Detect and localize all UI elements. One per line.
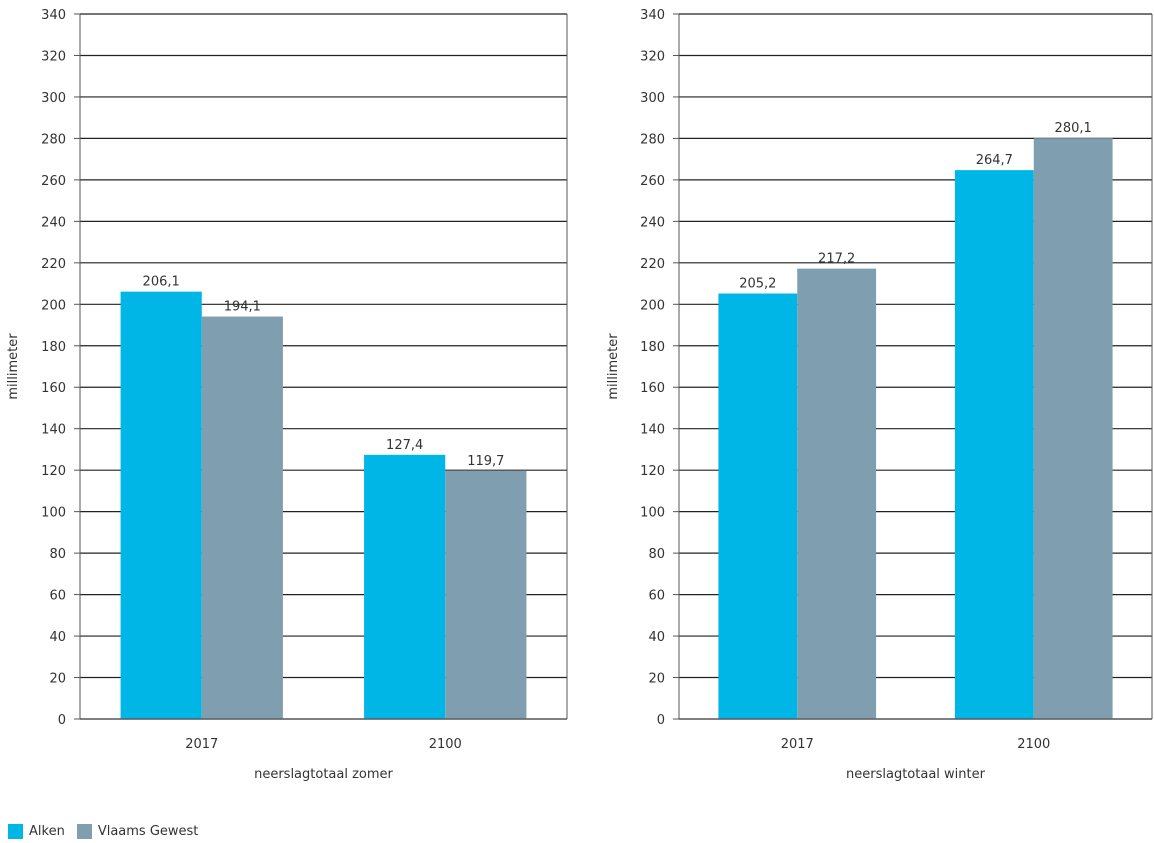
chart-1-ytick-label-40: 40 <box>49 630 66 645</box>
chart-2-y-axis-title: millimeter <box>606 333 621 400</box>
chart-1-ytick-label-180: 180 <box>41 340 66 355</box>
legend: Alken Vlaams Gewest <box>8 824 210 839</box>
chart-1-bar-2017-2 <box>201 316 283 719</box>
chart-2-bar-2017-2 <box>797 268 877 719</box>
chart-2-ytick-label-220: 220 <box>640 257 665 272</box>
chart-1-data-label-2100-2: 119,7 <box>467 454 504 469</box>
chart-1-ytick-label-340: 340 <box>41 8 66 23</box>
chart-1-ytick-label-60: 60 <box>49 589 66 604</box>
chart-1-ytick-label-240: 240 <box>41 215 66 230</box>
chart-2-ytick-label-240: 240 <box>640 215 665 230</box>
chart-2-ytick-label-40: 40 <box>648 630 665 645</box>
chart-1-y-axis-title: millimeter <box>6 333 21 400</box>
legend-swatch-alken <box>8 824 23 839</box>
chart-1-ytick-label-320: 320 <box>41 49 66 64</box>
chart-2-ytick-label-300: 300 <box>640 91 665 106</box>
chart-2-ytick-label-320: 320 <box>640 49 665 64</box>
chart-1-ytick-label-260: 260 <box>41 174 66 189</box>
chart-1-ytick-label-140: 140 <box>41 423 66 438</box>
chart-1-ytick-label-200: 200 <box>41 298 66 313</box>
legend-item-alken: Alken <box>8 824 65 839</box>
chart-2-ytick-label-140: 140 <box>640 423 665 438</box>
chart-2-ytick-label-20: 20 <box>648 672 665 687</box>
chart-2-ytick-label-180: 180 <box>640 340 665 355</box>
chart-2-ytick-label-80: 80 <box>648 547 665 562</box>
chart-1-ytick-label-100: 100 <box>41 506 66 521</box>
chart-1-ytick-label-300: 300 <box>41 91 66 106</box>
chart-2-data-label-2100-1: 264,7 <box>976 153 1013 168</box>
chart-2-ytick-label-60: 60 <box>648 589 665 604</box>
chart-1-bar-2100-2 <box>445 470 527 719</box>
chart-2-ytick-label-200: 200 <box>640 298 665 313</box>
chart-1-data-label-2017-2: 194,1 <box>224 300 261 315</box>
chart-1-data-label-2017-1: 206,1 <box>143 275 180 290</box>
chart-1-data-label-2100-1: 127,4 <box>386 438 423 453</box>
chart-2-bar-2017-1 <box>718 293 798 719</box>
chart-1-ytick-label-20: 20 <box>49 672 66 687</box>
chart-2-data-label-2100-2: 280,1 <box>1055 121 1092 136</box>
chart-1-ytick-label-160: 160 <box>41 381 66 396</box>
chart-1-ytick-label-120: 120 <box>41 464 66 479</box>
legend-label-alken: Alken <box>29 824 65 839</box>
chart-1-bar-2100-1 <box>364 454 446 719</box>
legend-label-vlaams-gewest: Vlaams Gewest <box>97 824 199 839</box>
chart-2-data-label-2017-2: 217,2 <box>818 252 855 267</box>
chart-2-data-label-2017-1: 205,2 <box>739 277 776 292</box>
legend-item-vlaams-gewest: Vlaams Gewest <box>76 824 199 839</box>
chart-1-x-axis-title: neerslagtotaal zomer <box>254 767 393 782</box>
chart-2-bar-2100-1 <box>954 170 1034 719</box>
chart-2-ytick-label-120: 120 <box>640 464 665 479</box>
chart-2-ytick-label-100: 100 <box>640 506 665 521</box>
chart-2-ytick-label-0: 0 <box>657 713 665 728</box>
chart-1-ytick-label-280: 280 <box>41 132 66 147</box>
legend-swatch-vlaams-gewest <box>76 824 92 839</box>
chart-1-category-label-2100: 2100 <box>429 737 462 752</box>
chart-2-x-axis-title: neerslagtotaal winter <box>846 767 986 782</box>
chart-2-ytick-label-260: 260 <box>640 174 665 189</box>
chart-1-ytick-label-0: 0 <box>58 713 66 728</box>
chart-2-bar-2100-2 <box>1033 138 1113 719</box>
chart-1-bar-2017-1 <box>120 291 202 719</box>
chart-2-ytick-label-280: 280 <box>640 132 665 147</box>
chart-1-ytick-label-80: 80 <box>49 547 66 562</box>
chart-2-category-label-2100: 2100 <box>1017 737 1050 752</box>
chart-2-ytick-label-160: 160 <box>640 381 665 396</box>
chart-2-ytick-label-340: 340 <box>640 8 665 23</box>
chart-1-ytick-label-220: 220 <box>41 257 66 272</box>
chart-1-category-label-2017: 2017 <box>185 737 218 752</box>
chart-2-category-label-2017: 2017 <box>781 737 814 752</box>
